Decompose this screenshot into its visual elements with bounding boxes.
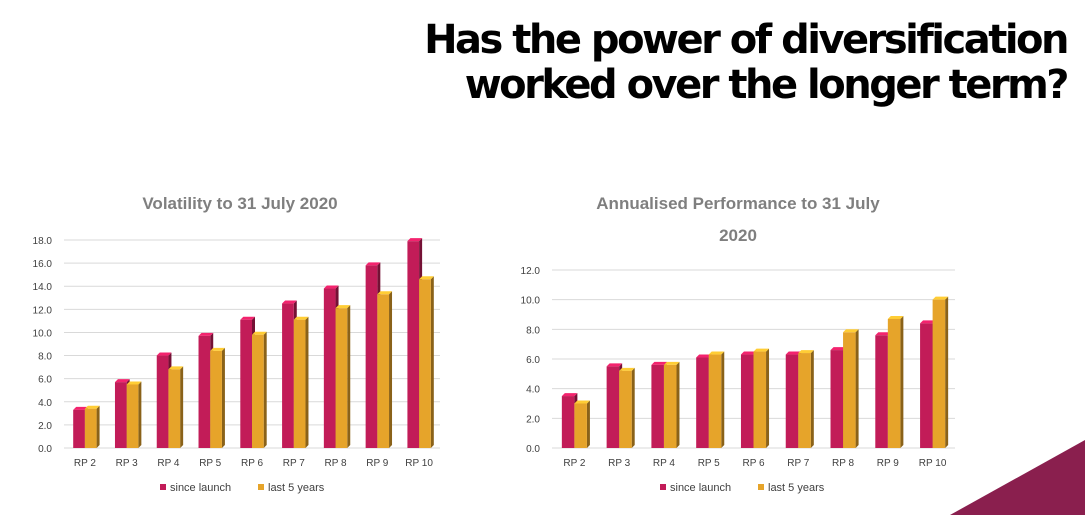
x-tick-label: RP 6 bbox=[241, 458, 263, 469]
x-tick-label: RP 9 bbox=[366, 458, 388, 469]
chart-title: Annualised Performance to 31 July bbox=[596, 194, 880, 213]
y-tick-label: 0.0 bbox=[38, 444, 52, 455]
bar-last-5-years bbox=[252, 331, 267, 448]
legend-swatch bbox=[660, 484, 666, 490]
y-tick-label: 12.0 bbox=[33, 305, 53, 316]
y-tick-label: 4.0 bbox=[526, 385, 540, 396]
x-tick-label: RP 7 bbox=[787, 458, 809, 469]
legend-label: since launch bbox=[670, 482, 731, 494]
x-tick-label: RP 6 bbox=[742, 458, 764, 469]
bar-last-5-years bbox=[753, 348, 770, 448]
bar-last-5-years bbox=[574, 400, 590, 448]
y-tick-label: 8.0 bbox=[526, 325, 540, 336]
x-tick-label: RP 5 bbox=[698, 458, 720, 469]
bar-last-5-years bbox=[168, 366, 184, 448]
chart-title: 2020 bbox=[719, 226, 757, 245]
bar-last-5-years bbox=[708, 351, 725, 448]
y-tick-label: 16.0 bbox=[33, 259, 53, 270]
chart-title: Volatility to 31 July 2020 bbox=[142, 194, 337, 213]
bar-last-5-years bbox=[663, 361, 680, 448]
bar-last-5-years bbox=[419, 276, 434, 448]
bar-last-5-years bbox=[84, 405, 100, 448]
legend-swatch bbox=[758, 484, 764, 490]
x-tick-label: RP 9 bbox=[877, 458, 899, 469]
y-tick-label: 6.0 bbox=[526, 355, 540, 366]
headline-line-2: worked over the longer term? bbox=[464, 62, 1070, 108]
bar-last-5-years bbox=[798, 350, 814, 448]
x-tick-label: RP 10 bbox=[405, 458, 433, 469]
y-tick-label: 6.0 bbox=[38, 375, 52, 386]
headline-line-1: Has the power of diversification bbox=[424, 17, 1069, 63]
legend-label: last 5 years bbox=[768, 482, 825, 494]
bar-last-5-years bbox=[293, 316, 309, 448]
bar-last-5-years bbox=[335, 305, 351, 448]
bar-last-5-years bbox=[126, 381, 142, 448]
y-tick-label: 2.0 bbox=[38, 421, 52, 432]
y-tick-label: 10.0 bbox=[521, 296, 541, 307]
bar-last-5-years bbox=[932, 296, 949, 448]
x-tick-label: RP 8 bbox=[832, 458, 854, 469]
legend-label: last 5 years bbox=[268, 482, 325, 494]
legend-swatch bbox=[258, 484, 264, 490]
x-tick-label: RP 4 bbox=[157, 458, 179, 469]
bar-last-5-years bbox=[843, 329, 859, 448]
x-tick-label: RP 10 bbox=[919, 458, 947, 469]
x-tick-label: RP 5 bbox=[199, 458, 221, 469]
legend-label: since launch bbox=[170, 482, 231, 494]
x-tick-label: RP 7 bbox=[283, 458, 305, 469]
x-tick-label: RP 2 bbox=[74, 458, 96, 469]
x-tick-label: RP 3 bbox=[116, 458, 138, 469]
y-tick-label: 12.0 bbox=[521, 266, 541, 277]
y-tick-label: 0.0 bbox=[526, 444, 540, 455]
bar-last-5-years bbox=[377, 291, 393, 448]
x-tick-label: RP 4 bbox=[653, 458, 675, 469]
y-tick-label: 14.0 bbox=[33, 282, 53, 293]
page-headline: Has the power of diversification worked … bbox=[347, 17, 1070, 108]
legend-swatch bbox=[160, 484, 166, 490]
x-tick-label: RP 8 bbox=[325, 458, 347, 469]
x-tick-label: RP 2 bbox=[563, 458, 585, 469]
y-tick-label: 8.0 bbox=[38, 352, 52, 363]
y-tick-label: 10.0 bbox=[33, 328, 53, 339]
x-tick-label: RP 3 bbox=[608, 458, 630, 469]
bar-last-5-years bbox=[619, 367, 635, 448]
y-tick-label: 2.0 bbox=[526, 414, 540, 425]
y-tick-label: 18.0 bbox=[33, 236, 53, 247]
bar-last-5-years bbox=[887, 315, 904, 448]
y-tick-label: 4.0 bbox=[38, 398, 52, 409]
bar-last-5-years bbox=[210, 347, 225, 448]
